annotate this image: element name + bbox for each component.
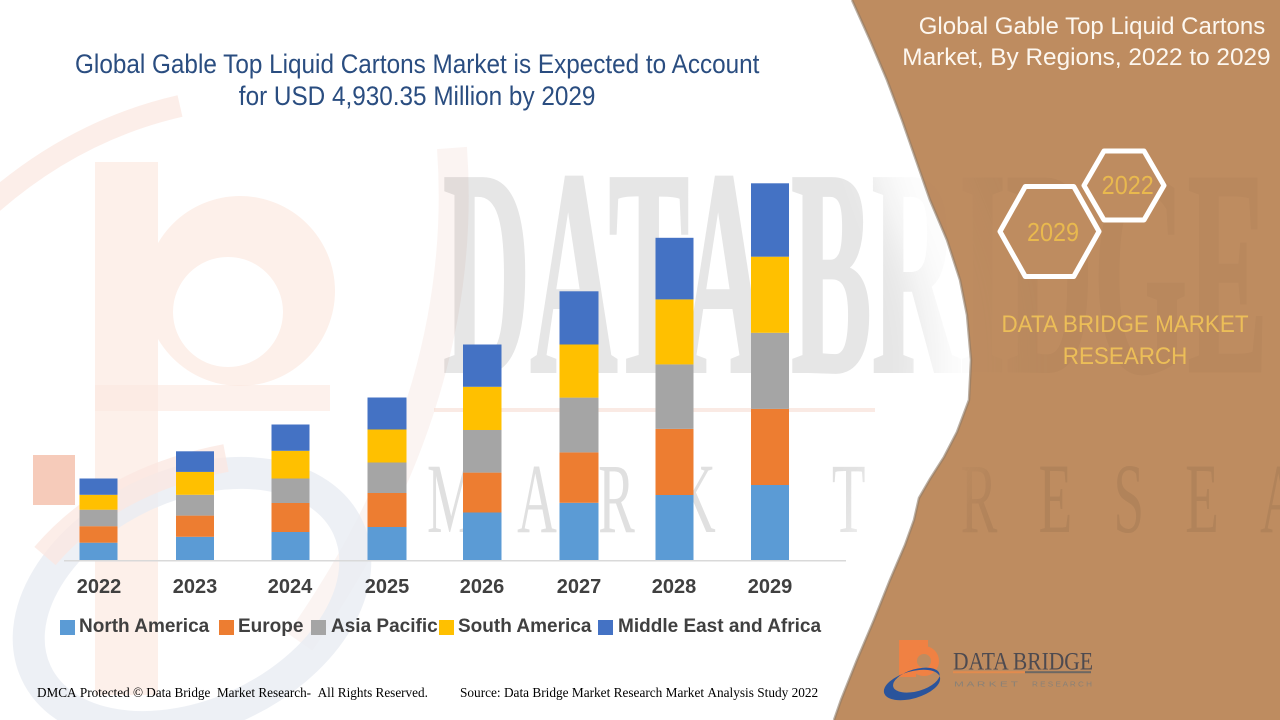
svg-text:2022: 2022: [1102, 172, 1154, 200]
svg-text:R E S E A R C H: R E S E A R C H: [1032, 680, 1092, 689]
svg-text:2029: 2029: [1027, 219, 1079, 247]
svg-text:DATA BRIDGE: DATA BRIDGE: [953, 649, 1093, 676]
svg-text:M A R K E T: M A R K E T: [954, 680, 1019, 689]
